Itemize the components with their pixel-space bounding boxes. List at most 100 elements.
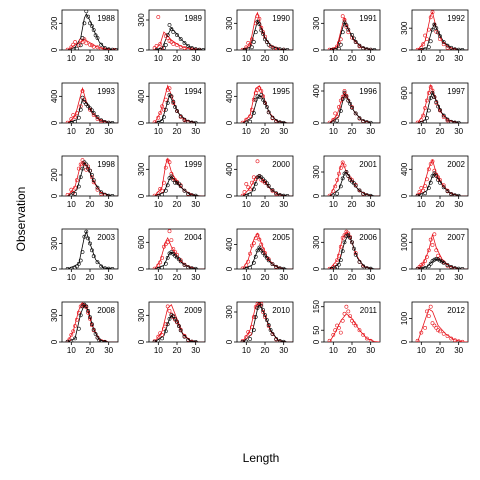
red-point xyxy=(84,41,89,46)
black-point xyxy=(197,47,202,50)
red-point xyxy=(419,186,424,190)
black-point xyxy=(171,30,176,34)
black-point xyxy=(244,339,249,342)
red-point xyxy=(78,162,83,167)
black-point xyxy=(178,114,183,119)
black-point xyxy=(246,47,251,50)
black-point xyxy=(186,119,191,123)
black-point xyxy=(80,95,85,100)
black-point xyxy=(78,258,83,263)
black-point xyxy=(99,42,104,47)
black-point xyxy=(368,266,373,269)
black-point xyxy=(190,120,194,123)
red-point xyxy=(242,190,247,194)
red-point xyxy=(436,328,441,333)
black-point xyxy=(173,105,178,109)
red-point xyxy=(348,314,353,319)
black-point xyxy=(338,109,343,113)
x-tick-label: 20 xyxy=(86,273,95,282)
x-tick-label: 10 xyxy=(329,346,338,355)
y-tick-label: 0 xyxy=(400,193,409,198)
y-tick-label: 0 xyxy=(50,339,59,344)
black-point xyxy=(460,267,465,269)
y-tick-label: 0 xyxy=(50,266,59,271)
black-fit-line xyxy=(242,19,293,50)
red-point xyxy=(438,178,442,182)
black-point xyxy=(432,95,437,99)
black-point xyxy=(193,47,198,50)
black-point xyxy=(95,335,100,340)
black-point xyxy=(248,265,252,269)
red-point xyxy=(161,326,166,331)
black-point xyxy=(88,21,92,26)
red-point xyxy=(338,166,343,170)
black-point xyxy=(80,250,85,254)
red-point xyxy=(342,233,347,238)
x-tick-label: 10 xyxy=(242,346,251,355)
y-tick-label: 0 xyxy=(50,47,59,52)
red-point xyxy=(327,120,332,123)
black-point xyxy=(278,193,282,196)
black-point xyxy=(264,181,269,186)
red-point xyxy=(423,106,428,110)
x-tick-label: 20 xyxy=(86,127,95,136)
y-tick-label: 0 xyxy=(400,266,409,271)
panel-year-label: 1996 xyxy=(359,87,377,96)
black-fit-line xyxy=(329,233,380,269)
black-point xyxy=(266,110,271,115)
black-point xyxy=(361,264,366,269)
panel-year-label: 2004 xyxy=(184,233,202,242)
black-fit-line xyxy=(67,230,118,269)
black-point xyxy=(338,42,343,47)
y-tick-label: 150 xyxy=(312,299,321,313)
red-point xyxy=(445,334,450,339)
black-point xyxy=(80,36,85,40)
black-point xyxy=(438,34,442,39)
y-tick-label: 0 xyxy=(137,266,146,271)
red-point xyxy=(251,175,256,180)
red-point xyxy=(263,180,267,185)
black-point xyxy=(261,251,266,255)
black-point xyxy=(82,234,87,239)
black-point xyxy=(419,48,424,50)
black-point xyxy=(169,94,174,99)
black-point xyxy=(441,185,446,190)
panel-plot-area xyxy=(415,10,468,50)
red-point xyxy=(80,158,85,163)
black-point xyxy=(263,101,267,105)
red-point xyxy=(350,178,354,182)
red-point xyxy=(71,42,76,47)
black-point xyxy=(436,257,441,262)
black-point xyxy=(65,339,70,342)
black-point xyxy=(106,193,111,196)
x-tick-label: 10 xyxy=(329,200,338,209)
black-point xyxy=(93,33,98,38)
black-point xyxy=(244,266,249,269)
red-point xyxy=(249,243,254,248)
black-point xyxy=(449,45,454,50)
black-point xyxy=(106,120,111,123)
red-point xyxy=(338,330,343,335)
red-point xyxy=(327,338,332,342)
black-point xyxy=(353,111,358,116)
black-point xyxy=(259,28,264,33)
red-point xyxy=(426,167,431,172)
red-point xyxy=(253,236,258,241)
red-point xyxy=(434,325,439,330)
x-tick-label: 10 xyxy=(154,200,163,209)
red-point xyxy=(80,302,85,307)
black-point xyxy=(91,111,96,115)
red-point xyxy=(65,193,70,196)
black-point xyxy=(436,104,441,109)
black-point xyxy=(165,255,170,260)
red-point xyxy=(248,332,253,336)
red-point xyxy=(251,97,256,102)
red-point xyxy=(368,338,373,342)
black-fit-line xyxy=(67,303,118,342)
y-axis-label: Observation xyxy=(14,187,28,252)
black-point xyxy=(69,193,74,196)
x-tick-label: 10 xyxy=(242,200,251,209)
red-point xyxy=(249,37,254,42)
red-point xyxy=(336,171,341,176)
